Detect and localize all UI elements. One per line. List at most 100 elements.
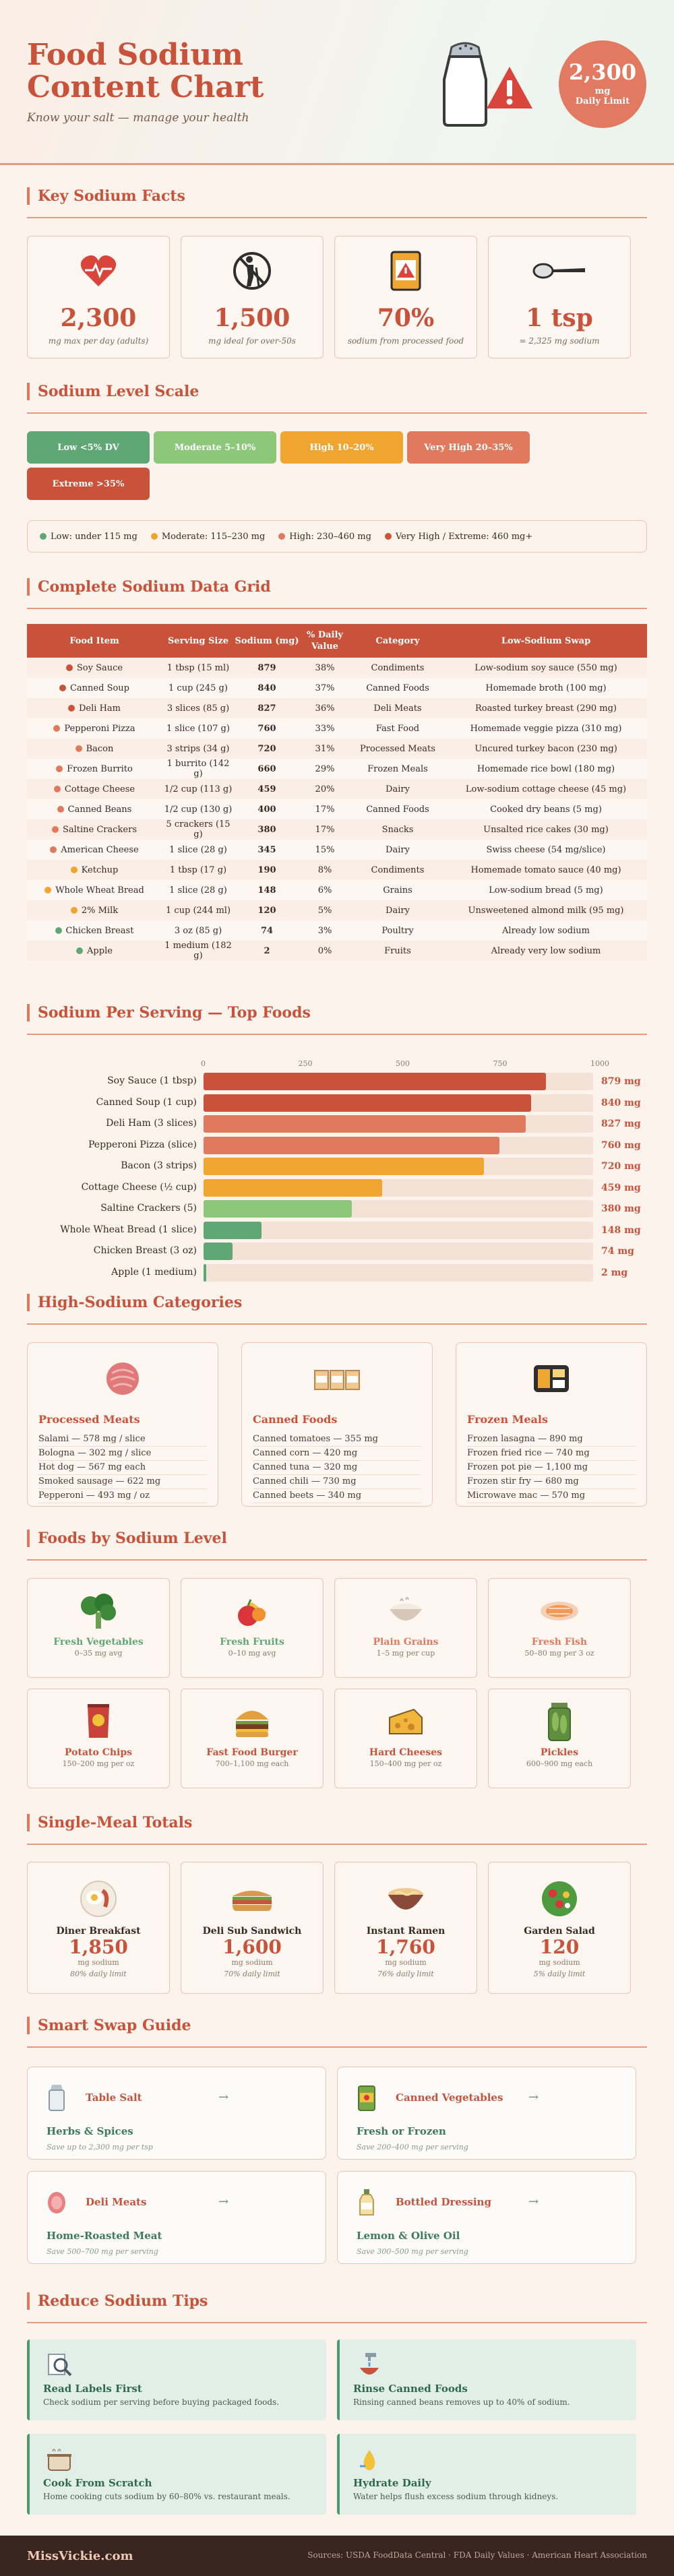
food-card: Plain Grains 1–5 mg per cup [334, 1578, 477, 1678]
canned-vegetables-icon [358, 2085, 375, 2111]
food-name: Pickles [540, 1747, 579, 1758]
daily-value-cell: 17% [315, 804, 335, 815]
bar-chart-section: Sodium Per Serving — Top Foods [27, 1004, 647, 1035]
broccoli-icon [81, 1594, 116, 1629]
sodium-scale-section: Sodium Level Scale [27, 383, 647, 414]
column-header: % Daily Value [306, 630, 343, 652]
meal-name: Garden Salad [524, 1926, 595, 1937]
swap-cell: Unsalted rice cakes (30 mg) [483, 824, 609, 835]
food-item-cell: Frozen Burrito [27, 759, 162, 779]
bar [204, 1094, 531, 1112]
category-line: Frozen lasagna — 890 mg [467, 1433, 636, 1447]
sodium-cell: 400 [257, 804, 276, 815]
swap-cell: Homemade tomato sauce (40 mg) [470, 865, 621, 875]
food-name: Potato Chips [64, 1747, 133, 1758]
swap-arrow: → [218, 2195, 229, 2209]
meal-unit: mg sodium [78, 1958, 119, 1967]
food-item-cell: 2% Milk [27, 900, 162, 920]
food-item-cell: American Cheese [27, 840, 162, 860]
swap-savings: Save 500–700 mg per serving [47, 2247, 158, 2256]
swap-cell: Cooked dry beans (5 mg) [490, 804, 602, 815]
serving-cell: 1 tbsp (15 ml) [166, 662, 230, 673]
bar-value-label: 459 mg [601, 1182, 641, 1193]
pickle-jar-icon [548, 1703, 571, 1741]
category-cell: Condiments [371, 662, 425, 673]
category-cell: Fast Food [375, 723, 420, 734]
section-title: High-Sodium Categories [27, 1294, 647, 1311]
fact-card: 1,500 mg ideal for over-50s [181, 236, 324, 358]
cooking-pot-icon [47, 2449, 71, 2471]
section-title: Smart Swap Guide [27, 2017, 647, 2034]
food-item-cell: Soy Sauce [27, 658, 162, 678]
legend-item: Very High / Extreme: 460 mg+ [384, 532, 532, 542]
food-item-cell: Saltine Crackers [27, 819, 162, 840]
table-row: American Cheese 1 slice (28 g) 345 15% Dairy… [27, 840, 647, 860]
category-cell: Canned Foods [366, 683, 429, 693]
serving-cell: 1 slice (28 g) [169, 844, 227, 855]
category-line: Frozen pot pie — 1,100 mg [467, 1461, 636, 1475]
warning-icon [487, 67, 532, 108]
serving-cell: 1 medium (182 g) [164, 941, 232, 961]
meal-card: Garden Salad 120 mg sodium 5% daily limi… [488, 1862, 631, 1994]
bar-category-label: Apple (1 medium) [111, 1266, 197, 1278]
sodium-cell: 459 [257, 784, 276, 794]
category-cell: Processed Meats [360, 743, 435, 754]
footer-brand[interactable]: MissVickie.com [27, 2549, 133, 2563]
page-subtitle: Know your salt — manage your health [27, 111, 249, 125]
daily-value-cell: 31% [315, 743, 335, 754]
fact-value: 1,500 [214, 304, 290, 332]
swap-from: Canned Vegetables [396, 2092, 503, 2104]
tip-title: Read Labels First [43, 2383, 142, 2395]
swap-card: Table Salt → Herbs & Spices Save up to 2… [27, 2067, 326, 2160]
level-extreme: Extreme >35% [27, 468, 150, 500]
bar-row: Whole Wheat Bread (1 slice) 148 mg [27, 1221, 647, 1239]
serving-cell: 1 cup (245 g) [168, 683, 228, 693]
key-facts-section: Key Sodium Facts [27, 187, 647, 218]
serving-cell: 1 slice (107 g) [166, 723, 230, 734]
sodium-cell: 148 [257, 885, 276, 896]
legend-item: High: 230–460 mg [278, 532, 371, 542]
sodium-cell: 345 [257, 844, 276, 855]
category-cell: Dairy [386, 844, 410, 855]
column-header: Sodium (mg) [235, 635, 299, 646]
tip-card: Rinse Canned Foods Rinsing canned beans … [337, 2339, 636, 2420]
bar-value-label: 879 mg [601, 1076, 641, 1087]
level-dot [50, 846, 57, 853]
axis-tick-label: 750 [493, 1059, 508, 1068]
bar-category-label: Canned Soup (1 cup) [96, 1096, 197, 1108]
category-line: Smoked sausage — 622 mg [38, 1475, 207, 1489]
table-row: Saltine Crackers 5 crackers (15 g) 380 17% S… [27, 819, 647, 840]
deli-meat-icon [48, 2192, 65, 2213]
swap-cell: Unsweetened almond milk (95 mg) [468, 905, 624, 916]
breakfast-plate-icon [80, 1881, 117, 1917]
bar [204, 1136, 500, 1154]
daily-value-cell: 17% [315, 824, 335, 835]
level-dot [53, 786, 61, 792]
swap-to: Herbs & Spices [47, 2125, 133, 2137]
water-drop-icon [360, 2450, 375, 2470]
section-title: Complete Sodium Data Grid [27, 578, 647, 596]
sodium-cell: 660 [257, 763, 276, 774]
category-card: Canned Foods Canned tomatoes — 355 mg Ca… [241, 1342, 433, 1507]
tip-description: Home cooking cuts sodium by 60–80% vs. r… [43, 2492, 290, 2501]
level-very-high: Very High 20–35% [407, 431, 530, 464]
bar-category-label: Soy Sauce (1 tbsp) [107, 1075, 197, 1086]
daily-value-cell: 0% [317, 945, 332, 956]
category-line: Canned tuna — 320 mg [253, 1461, 421, 1475]
bar-category-label: Whole Wheat Bread (1 slice) [60, 1224, 197, 1235]
swap-cell: Homemade rice bowl (180 mg) [477, 763, 615, 774]
level-dot [70, 867, 78, 873]
swap-cell: Low-sodium cottage cheese (45 mg) [465, 784, 627, 794]
swap-cell: Roasted turkey breast (290 mg) [474, 703, 617, 714]
food-name: Plain Grains [373, 1637, 439, 1647]
bar [204, 1073, 547, 1090]
swap-to: Home-Roasted Meat [47, 2230, 162, 2242]
table-row: Whole Wheat Bread 1 slice (28 g) 148 6% Grai… [27, 880, 647, 900]
category-cell: Dairy [386, 784, 410, 794]
canned-food-icon [314, 1370, 360, 1390]
level-dot [51, 826, 59, 833]
bar-category-label: Deli Ham (3 slices) [106, 1118, 197, 1129]
swap-from: Table Salt [86, 2092, 142, 2104]
swap-card: Bottled Dressing → Lemon & Olive Oil Sav… [337, 2171, 636, 2264]
serving-cell: 5 crackers (15 g) [166, 819, 231, 840]
